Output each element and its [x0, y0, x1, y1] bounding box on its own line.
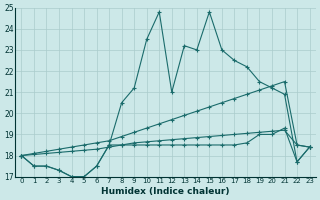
X-axis label: Humidex (Indice chaleur): Humidex (Indice chaleur)	[101, 187, 230, 196]
